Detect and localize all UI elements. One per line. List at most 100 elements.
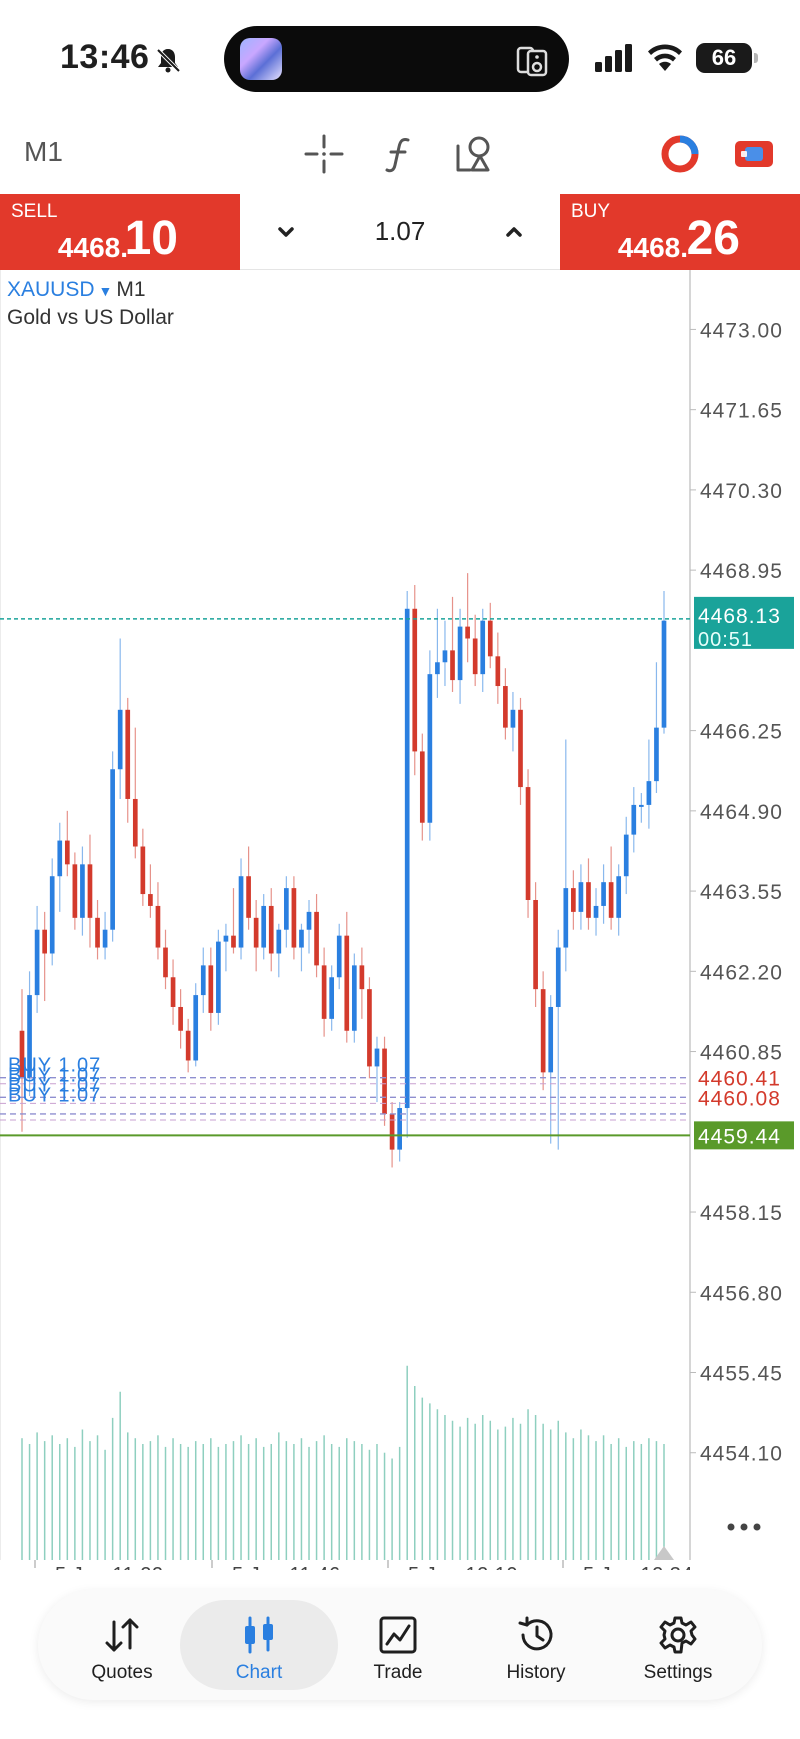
settings-gear-icon bbox=[659, 1616, 697, 1654]
time-tick-label: 5 Jun 12:34 bbox=[583, 1564, 693, 1570]
candle-bear bbox=[170, 977, 176, 1007]
objects-icon[interactable] bbox=[452, 132, 496, 176]
order-price-label: 4460.08 bbox=[698, 1087, 781, 1110]
candle-bull bbox=[654, 727, 659, 782]
order-price-label: 4460.41 bbox=[698, 1068, 781, 1091]
candle-bear bbox=[253, 917, 259, 948]
price-tick-label: 4463.55 bbox=[700, 881, 783, 904]
candle-bear bbox=[472, 638, 478, 675]
speaker-icon bbox=[516, 46, 548, 77]
candle-bear bbox=[608, 882, 614, 918]
nav-settings[interactable]: Settings bbox=[608, 1590, 748, 1700]
candlestick-chart-icon bbox=[245, 1616, 273, 1654]
buy-label: BUY bbox=[571, 201, 611, 222]
candle-bull bbox=[661, 620, 667, 728]
quotes-arrows-icon bbox=[105, 1618, 139, 1652]
candle-bull bbox=[427, 674, 433, 823]
candle-bull bbox=[457, 626, 463, 681]
candle-bull bbox=[435, 662, 440, 675]
status-time: 13:46 bbox=[60, 38, 150, 76]
candle-bull bbox=[510, 709, 516, 728]
entry-price-badge bbox=[694, 1121, 794, 1150]
candle-bull bbox=[563, 888, 569, 948]
timeframe-selector[interactable]: M1 bbox=[24, 136, 63, 167]
candle-bull bbox=[623, 834, 629, 877]
price-tick-label: 4456.80 bbox=[700, 1282, 783, 1305]
symbol-header[interactable]: XAUUSD ▼ M1 bbox=[7, 278, 146, 302]
one-click-trading-icon[interactable] bbox=[658, 132, 702, 176]
candle-bear bbox=[412, 608, 418, 752]
candle-bull bbox=[616, 876, 622, 918]
nav-history[interactable]: History bbox=[466, 1590, 606, 1700]
volume-value[interactable]: 1.07 bbox=[374, 216, 426, 246]
symbol-name[interactable]: XAUUSD bbox=[7, 278, 95, 301]
candle-bull bbox=[117, 709, 123, 770]
candle-bull bbox=[480, 620, 486, 675]
candle-bear bbox=[389, 1113, 395, 1150]
candle-bear bbox=[419, 751, 425, 823]
candle-bull bbox=[548, 1006, 554, 1073]
buy-button[interactable]: BUY 4468. 26 bbox=[560, 194, 800, 270]
chevron-up-icon[interactable] bbox=[498, 216, 530, 248]
candle-bear bbox=[503, 686, 508, 728]
price-tick-label: 4466.25 bbox=[700, 721, 783, 744]
candle-bear bbox=[231, 935, 236, 948]
order-label: BUY 1.07 bbox=[8, 1075, 101, 1097]
symbol-timeframe: M1 bbox=[116, 278, 146, 301]
price-tick-label: 4460.85 bbox=[700, 1042, 783, 1065]
nav-label-settings: Settings bbox=[643, 1662, 713, 1683]
candle-bear bbox=[382, 1048, 387, 1114]
nav-quotes[interactable]: Quotes bbox=[52, 1590, 192, 1700]
price-tick-label: 4462.20 bbox=[700, 961, 783, 984]
buy-price-main: 4468. bbox=[617, 232, 688, 263]
price-tick-label: 4470.30 bbox=[700, 480, 783, 503]
symbol-dropdown-icon[interactable]: ▼ bbox=[98, 283, 113, 299]
time-tick-label: 5 Jun 12:10 bbox=[408, 1564, 518, 1570]
one-click-trade-panel: SELL 4468. 10 1.07 BUY 4468. 26 bbox=[0, 194, 800, 270]
more-options-icon[interactable] bbox=[724, 1520, 764, 1534]
candle-bull bbox=[329, 977, 335, 1019]
dynamic-island[interactable] bbox=[224, 26, 569, 92]
candle-bear bbox=[465, 626, 470, 639]
wifi-icon bbox=[648, 44, 682, 71]
candle-bull bbox=[646, 781, 652, 805]
sell-button[interactable]: SELL 4468. 10 bbox=[0, 194, 240, 270]
candle-bear bbox=[148, 894, 153, 906]
app-thumbnail-icon[interactable] bbox=[240, 38, 282, 80]
candle-bull bbox=[57, 840, 63, 877]
candle-bull bbox=[49, 876, 55, 954]
chart-settings-icon[interactable] bbox=[732, 132, 776, 176]
candle-bull bbox=[200, 965, 206, 996]
candle-bear bbox=[533, 900, 538, 990]
sell-price-pips: 10 bbox=[124, 212, 178, 265]
bell-muted-icon bbox=[156, 48, 181, 73]
chart-canvas[interactable]: 4473.00 4471.65 4470.30 4468.95 4466.25 4464.… bbox=[0, 270, 800, 1570]
nav-label-history: History bbox=[506, 1662, 566, 1683]
candle-bull bbox=[601, 882, 606, 906]
price-tick-label: 4455.45 bbox=[700, 1363, 783, 1386]
price-tick-label: 4473.00 bbox=[700, 319, 783, 342]
nav-chart[interactable]: Chart bbox=[180, 1590, 338, 1700]
price-chart[interactable]: 4473.00 4471.65 4470.30 4468.95 4466.25 4464.… bbox=[0, 270, 800, 1570]
candle-bear bbox=[495, 656, 501, 687]
candle-bull bbox=[27, 995, 32, 1079]
candle-bear bbox=[125, 709, 131, 799]
bar-countdown-label: 00:51 bbox=[698, 629, 753, 651]
candle-bear bbox=[314, 911, 319, 966]
sell-price-main: 4468. bbox=[57, 232, 128, 263]
candle-bull bbox=[336, 935, 342, 978]
candle-bull bbox=[299, 929, 304, 948]
nav-trade[interactable]: Trade bbox=[328, 1590, 468, 1700]
candle-bull bbox=[261, 905, 267, 948]
candle-bull bbox=[238, 876, 244, 948]
candle-bear bbox=[163, 947, 168, 978]
time-tick-label: 5 Jun 11:46 bbox=[232, 1564, 341, 1570]
candle-bear bbox=[155, 905, 161, 948]
chevron-down-icon[interactable] bbox=[270, 216, 302, 248]
function-icon[interactable] bbox=[378, 132, 422, 176]
crosshair-icon[interactable] bbox=[302, 132, 346, 176]
candle-bull bbox=[631, 804, 637, 835]
chart-end-marker bbox=[654, 1546, 674, 1560]
candle-bull bbox=[593, 905, 599, 918]
candle-bull bbox=[110, 769, 115, 930]
